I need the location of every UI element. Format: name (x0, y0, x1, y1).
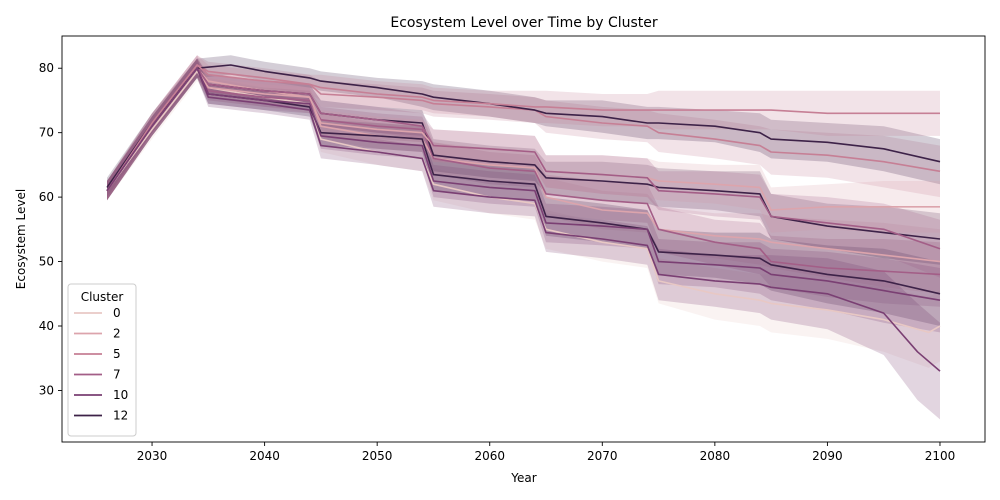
series-lines (106, 64, 941, 372)
legend-box (67, 283, 137, 437)
series-line-4 (106, 67, 941, 372)
series-line-5 (106, 64, 941, 188)
x-tick-label: 2030 (137, 449, 168, 463)
x-tick-label: 2060 (474, 449, 505, 463)
confidence-band-2 (107, 55, 940, 201)
legend-label-10: 10 (113, 388, 128, 402)
series-line-1 (106, 67, 941, 263)
legend-label-0: 0 (113, 306, 121, 320)
series-line-2 (106, 64, 941, 192)
x-tick-label: 2100 (925, 449, 956, 463)
legend-label-12: 12 (113, 409, 128, 423)
y-tick-label: 30 (39, 383, 54, 397)
y-axis-ticks: 30 40 50 60 70 80 (39, 61, 62, 397)
confidence-band-5 (107, 55, 940, 198)
plot-frame (61, 35, 986, 443)
y-axis-label: Ecosystem Level (14, 189, 28, 289)
chart-title: Ecosystem Level over Time by Cluster (390, 15, 658, 31)
confidence-band-8 (107, 55, 940, 201)
series-line-10 (106, 67, 941, 250)
x-axis-ticks: 2030 2040 2050 2060 2070 2080 2090 2100 (137, 442, 955, 463)
x-tick-label: 2040 (249, 449, 280, 463)
legend-label-7: 7 (113, 368, 121, 382)
y-tick-label: 70 (39, 126, 54, 140)
y-tick-label: 80 (39, 61, 54, 75)
series-line-11 (106, 67, 941, 301)
series-line-3 (106, 64, 941, 276)
series-line-0 (106, 70, 941, 334)
x-tick-label: 2050 (362, 449, 393, 463)
series-line-8 (106, 64, 940, 192)
legend-label-2: 2 (113, 327, 121, 341)
x-tick-label: 2090 (812, 449, 843, 463)
legend: Cluster 0 2 5 7 10 12 (67, 283, 137, 437)
x-axis-label: Year (510, 471, 536, 485)
y-tick-label: 50 (39, 255, 54, 269)
y-tick-label: 60 (39, 190, 54, 204)
y-tick-label: 40 (39, 319, 54, 333)
legend-label-5: 5 (113, 347, 121, 361)
legend-entries: 0 2 5 7 10 12 (74, 306, 128, 423)
x-tick-label: 2070 (587, 449, 618, 463)
confidence-band-0 (107, 61, 940, 368)
x-tick-label: 2080 (700, 449, 731, 463)
legend-title: Cluster (81, 290, 124, 304)
